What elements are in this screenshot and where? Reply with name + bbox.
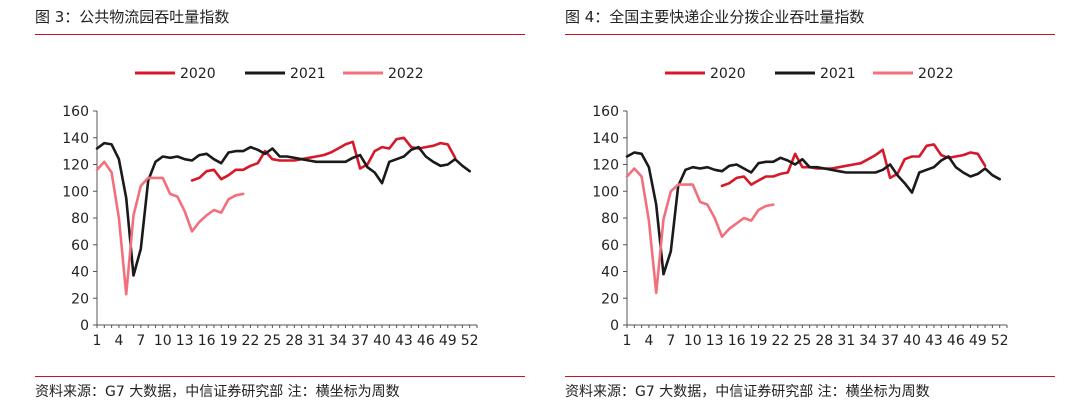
y-tick-label: 20 bbox=[71, 291, 89, 307]
x-tick-label: 19 bbox=[750, 333, 768, 349]
panel-fig4: 图 4：全国主要快递企业分拨企业吞吐量指数 2020 2021 2022 0 20 40 6… bbox=[565, 0, 1055, 415]
x-tick-label: 28 bbox=[815, 333, 833, 349]
x-tick-label: 22 bbox=[772, 333, 790, 349]
y-tick-label: 120 bbox=[592, 158, 619, 174]
x-tick-label: 7 bbox=[136, 333, 145, 349]
x-tick-label: 7 bbox=[666, 333, 675, 349]
x-tick-label: 16 bbox=[198, 333, 216, 349]
x-tick-label: 49 bbox=[969, 333, 987, 349]
x-tick-label: 34 bbox=[859, 333, 877, 349]
x-tick-label: 43 bbox=[925, 333, 943, 349]
series-line-2022 bbox=[625, 167, 775, 295]
legend-label: 2021 bbox=[820, 66, 856, 82]
y-tick-label: 0 bbox=[80, 318, 89, 334]
x-tick-label: 1 bbox=[93, 333, 102, 349]
x-tick-label: 43 bbox=[395, 333, 413, 349]
series-line-2020 bbox=[720, 143, 987, 188]
y-tick-label: 60 bbox=[601, 238, 619, 254]
y-tick-label: 140 bbox=[592, 131, 619, 147]
x-tick-label: 40 bbox=[903, 333, 921, 349]
x-tick-label: 37 bbox=[881, 333, 899, 349]
y-tick-label: 20 bbox=[601, 291, 619, 307]
x-tick-label: 13 bbox=[706, 333, 724, 349]
x-tick-label: 52 bbox=[991, 333, 1009, 349]
line-chart-fig3: 2020 2021 2022 0 20 40 60 80 100 120 140 160 1 4 7 10 13… bbox=[62, 66, 479, 349]
x-tick-label: 37 bbox=[351, 333, 369, 349]
line-chart-fig4: 2020 2021 2022 0 20 40 60 80 100 120 140 160 1 4 7 10 13… bbox=[592, 66, 1009, 349]
source-divider bbox=[565, 376, 1055, 377]
source-note: 资料来源：G7 大数据，中信证券研究部 注：横坐标为周数 bbox=[565, 384, 930, 400]
x-tick-label: 19 bbox=[220, 333, 238, 349]
series-line-2020 bbox=[190, 136, 457, 182]
x-tick-label: 1 bbox=[623, 333, 632, 349]
y-tick-label: 60 bbox=[71, 238, 89, 254]
y-tick-label: 160 bbox=[62, 104, 89, 120]
x-tick-label: 16 bbox=[728, 333, 746, 349]
y-tick-label: 40 bbox=[71, 265, 89, 281]
y-tick-label: 80 bbox=[71, 211, 89, 227]
y-tick-label: 120 bbox=[62, 158, 89, 174]
x-tick-label: 13 bbox=[176, 333, 194, 349]
x-tick-label: 31 bbox=[837, 333, 855, 349]
x-tick-label: 34 bbox=[329, 333, 347, 349]
source-divider bbox=[35, 376, 525, 377]
x-tick-label: 46 bbox=[417, 333, 435, 349]
x-tick-label: 4 bbox=[114, 333, 123, 349]
y-tick-label: 80 bbox=[601, 211, 619, 227]
x-tick-label: 25 bbox=[793, 333, 811, 349]
chart-title: 图 3：公共物流园吞吐量指数 bbox=[35, 8, 230, 26]
y-tick-label: 0 bbox=[610, 318, 619, 334]
y-tick-label: 100 bbox=[592, 184, 619, 200]
chart-title: 图 4：全国主要快递企业分拨企业吞吐量指数 bbox=[565, 8, 865, 26]
x-tick-label: 4 bbox=[644, 333, 653, 349]
x-tick-label: 52 bbox=[461, 333, 479, 349]
y-tick-label: 100 bbox=[62, 184, 89, 200]
x-tick-label: 46 bbox=[947, 333, 965, 349]
x-tick-label: 31 bbox=[307, 333, 325, 349]
x-tick-label: 40 bbox=[373, 333, 391, 349]
legend-label: 2022 bbox=[388, 66, 424, 82]
source-note: 资料来源：G7 大数据，中信证券研究部 注：横坐标为周数 bbox=[35, 384, 400, 400]
x-tick-label: 22 bbox=[242, 333, 260, 349]
legend-label: 2021 bbox=[290, 66, 326, 82]
panel-fig3: 图 3：公共物流园吞吐量指数 2020 2021 2022 0 20 40 60 80 100 1… bbox=[35, 0, 525, 415]
series-line-2022 bbox=[95, 160, 245, 296]
x-tick-label: 10 bbox=[684, 333, 702, 349]
x-tick-label: 10 bbox=[154, 333, 172, 349]
y-tick-label: 140 bbox=[62, 131, 89, 147]
y-tick-label: 40 bbox=[601, 265, 619, 281]
x-tick-label: 25 bbox=[263, 333, 281, 349]
series-line-2021 bbox=[95, 141, 472, 277]
title-divider bbox=[35, 34, 525, 35]
legend-label: 2022 bbox=[918, 66, 954, 82]
y-tick-label: 160 bbox=[592, 104, 619, 120]
title-divider bbox=[565, 34, 1055, 35]
legend-label: 2020 bbox=[710, 66, 746, 82]
series-line-2021 bbox=[625, 151, 1002, 276]
legend-label: 2020 bbox=[180, 66, 216, 82]
x-tick-label: 49 bbox=[439, 333, 457, 349]
x-tick-label: 28 bbox=[285, 333, 303, 349]
